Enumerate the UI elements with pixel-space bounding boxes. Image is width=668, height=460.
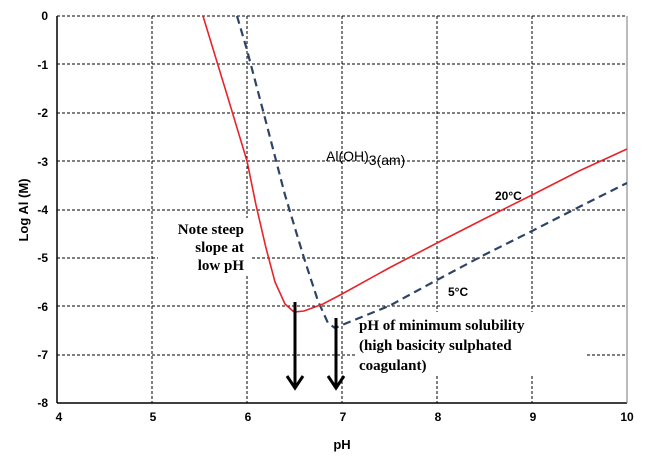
svg-text:-7: -7 xyxy=(37,348,48,362)
svg-text:4: 4 xyxy=(56,410,63,424)
arrow-min-5c xyxy=(326,318,346,391)
svg-text:-2: -2 xyxy=(37,106,48,120)
y-axis-title: Log Al (M) xyxy=(16,178,31,241)
svg-text:-5: -5 xyxy=(37,251,48,265)
svg-text:coagulant): coagulant) xyxy=(359,358,427,374)
x-axis-title: pH xyxy=(333,437,350,452)
species-label: Al(OH)3(am) xyxy=(326,148,405,168)
svg-text:10: 10 xyxy=(620,410,634,424)
svg-text:(high basicity sulphated: (high basicity sulphated xyxy=(359,338,512,354)
label-5c: 5°C xyxy=(448,285,468,299)
svg-text:-4: -4 xyxy=(37,203,48,217)
svg-text:0: 0 xyxy=(41,9,48,23)
svg-text:low pH: low pH xyxy=(198,258,245,274)
series-20c-line xyxy=(202,15,628,313)
svg-text:9: 9 xyxy=(530,410,537,424)
svg-text:-8: -8 xyxy=(37,396,48,410)
svg-text:6: 6 xyxy=(245,410,252,424)
svg-text:7: 7 xyxy=(340,410,347,424)
note-min-solubility: pH of minimum solubility (high basicity … xyxy=(359,318,525,374)
series-5c-line xyxy=(235,15,628,330)
svg-text:slope at: slope at xyxy=(195,240,244,256)
svg-text:5: 5 xyxy=(150,410,157,424)
svg-text:8: 8 xyxy=(435,410,442,424)
x-tick-labels: 4 5 6 7 8 9 10 xyxy=(56,410,634,424)
svg-text:pH of minimum solubility: pH of minimum solubility xyxy=(359,318,525,334)
arrow-min-20c xyxy=(285,302,305,391)
note-steep-slope: Note steep slope at low pH xyxy=(178,222,245,274)
y-tick-labels: 0 -1 -2 -3 -4 -5 -6 -7 -8 xyxy=(37,9,48,410)
label-20c: 20°C xyxy=(495,189,522,203)
svg-text:-3: -3 xyxy=(37,155,48,169)
svg-text:-6: -6 xyxy=(37,300,48,314)
svg-text:Note steep: Note steep xyxy=(178,222,244,238)
svg-text:-1: -1 xyxy=(37,58,48,72)
